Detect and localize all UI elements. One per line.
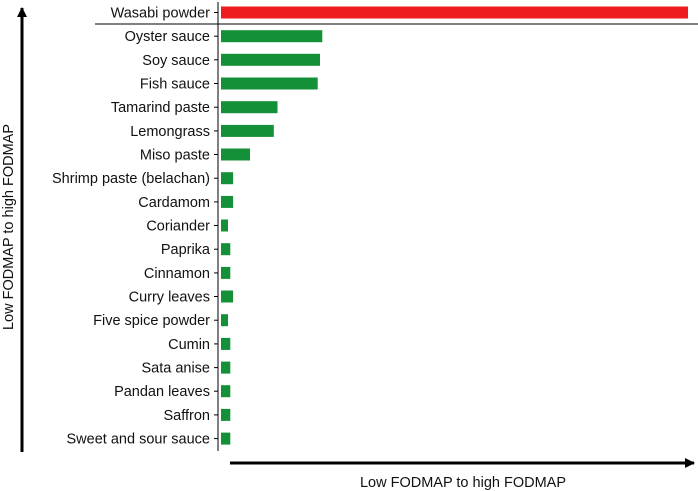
bar-wasabi-powder xyxy=(221,6,688,19)
category-label: Cumin xyxy=(168,337,210,353)
category-label: Miso paste xyxy=(140,148,210,164)
category-label: Coriander xyxy=(146,219,210,235)
category-label: Fish sauce xyxy=(140,77,210,93)
bar-curry-leaves xyxy=(221,290,234,303)
bar-sata-anise xyxy=(221,361,231,374)
bar-tamarind-paste xyxy=(221,101,278,114)
category-label: Tamarind paste xyxy=(111,100,210,116)
category-label: Sata anise xyxy=(141,361,210,377)
bar-saffron xyxy=(221,408,231,421)
bar-shrimp-paste-belachan xyxy=(221,172,234,185)
x-axis-title: Low FODMAP to high FODMAP xyxy=(360,475,566,491)
category-label: Lemongrass xyxy=(130,124,210,140)
bar-five-spice-powder xyxy=(221,314,228,327)
bar-pandan-leaves xyxy=(221,385,231,398)
y-axis-title: Low FODMAP to high FODMAP xyxy=(1,124,17,330)
bar-coriander xyxy=(221,219,228,232)
bar-oyster-sauce xyxy=(221,30,323,43)
category-label: Cardamom xyxy=(138,195,210,211)
category-label: Five spice powder xyxy=(93,313,210,329)
axes-layer xyxy=(17,2,698,468)
bars-layer xyxy=(221,6,688,445)
category-label: Shrimp paste (belachan) xyxy=(52,171,210,187)
bar-cardamom xyxy=(221,195,234,208)
category-labels: Wasabi powder Oyster sauce Soy sauce Fish s… xyxy=(52,6,218,448)
bar-cumin xyxy=(221,337,231,350)
bar-sweet-and-sour-sauce xyxy=(221,432,231,445)
category-label: Paprika xyxy=(161,242,211,258)
category-label: Saffron xyxy=(164,408,211,424)
category-label: Pandan leaves xyxy=(114,384,210,400)
bar-paprika xyxy=(221,243,231,256)
bar-soy-sauce xyxy=(221,53,320,66)
bar-fish-sauce xyxy=(221,77,318,90)
category-label: Soy sauce xyxy=(142,53,210,69)
bar-miso-paste xyxy=(221,148,250,161)
category-label: Sweet and sour sauce xyxy=(67,432,210,448)
bar-lemongrass xyxy=(221,124,274,137)
category-label: Wasabi powder xyxy=(111,6,211,22)
category-label: Curry leaves xyxy=(129,290,210,306)
category-label: Cinnamon xyxy=(144,266,210,282)
bar-cinnamon xyxy=(221,266,231,279)
category-label: Oyster sauce xyxy=(125,29,210,45)
